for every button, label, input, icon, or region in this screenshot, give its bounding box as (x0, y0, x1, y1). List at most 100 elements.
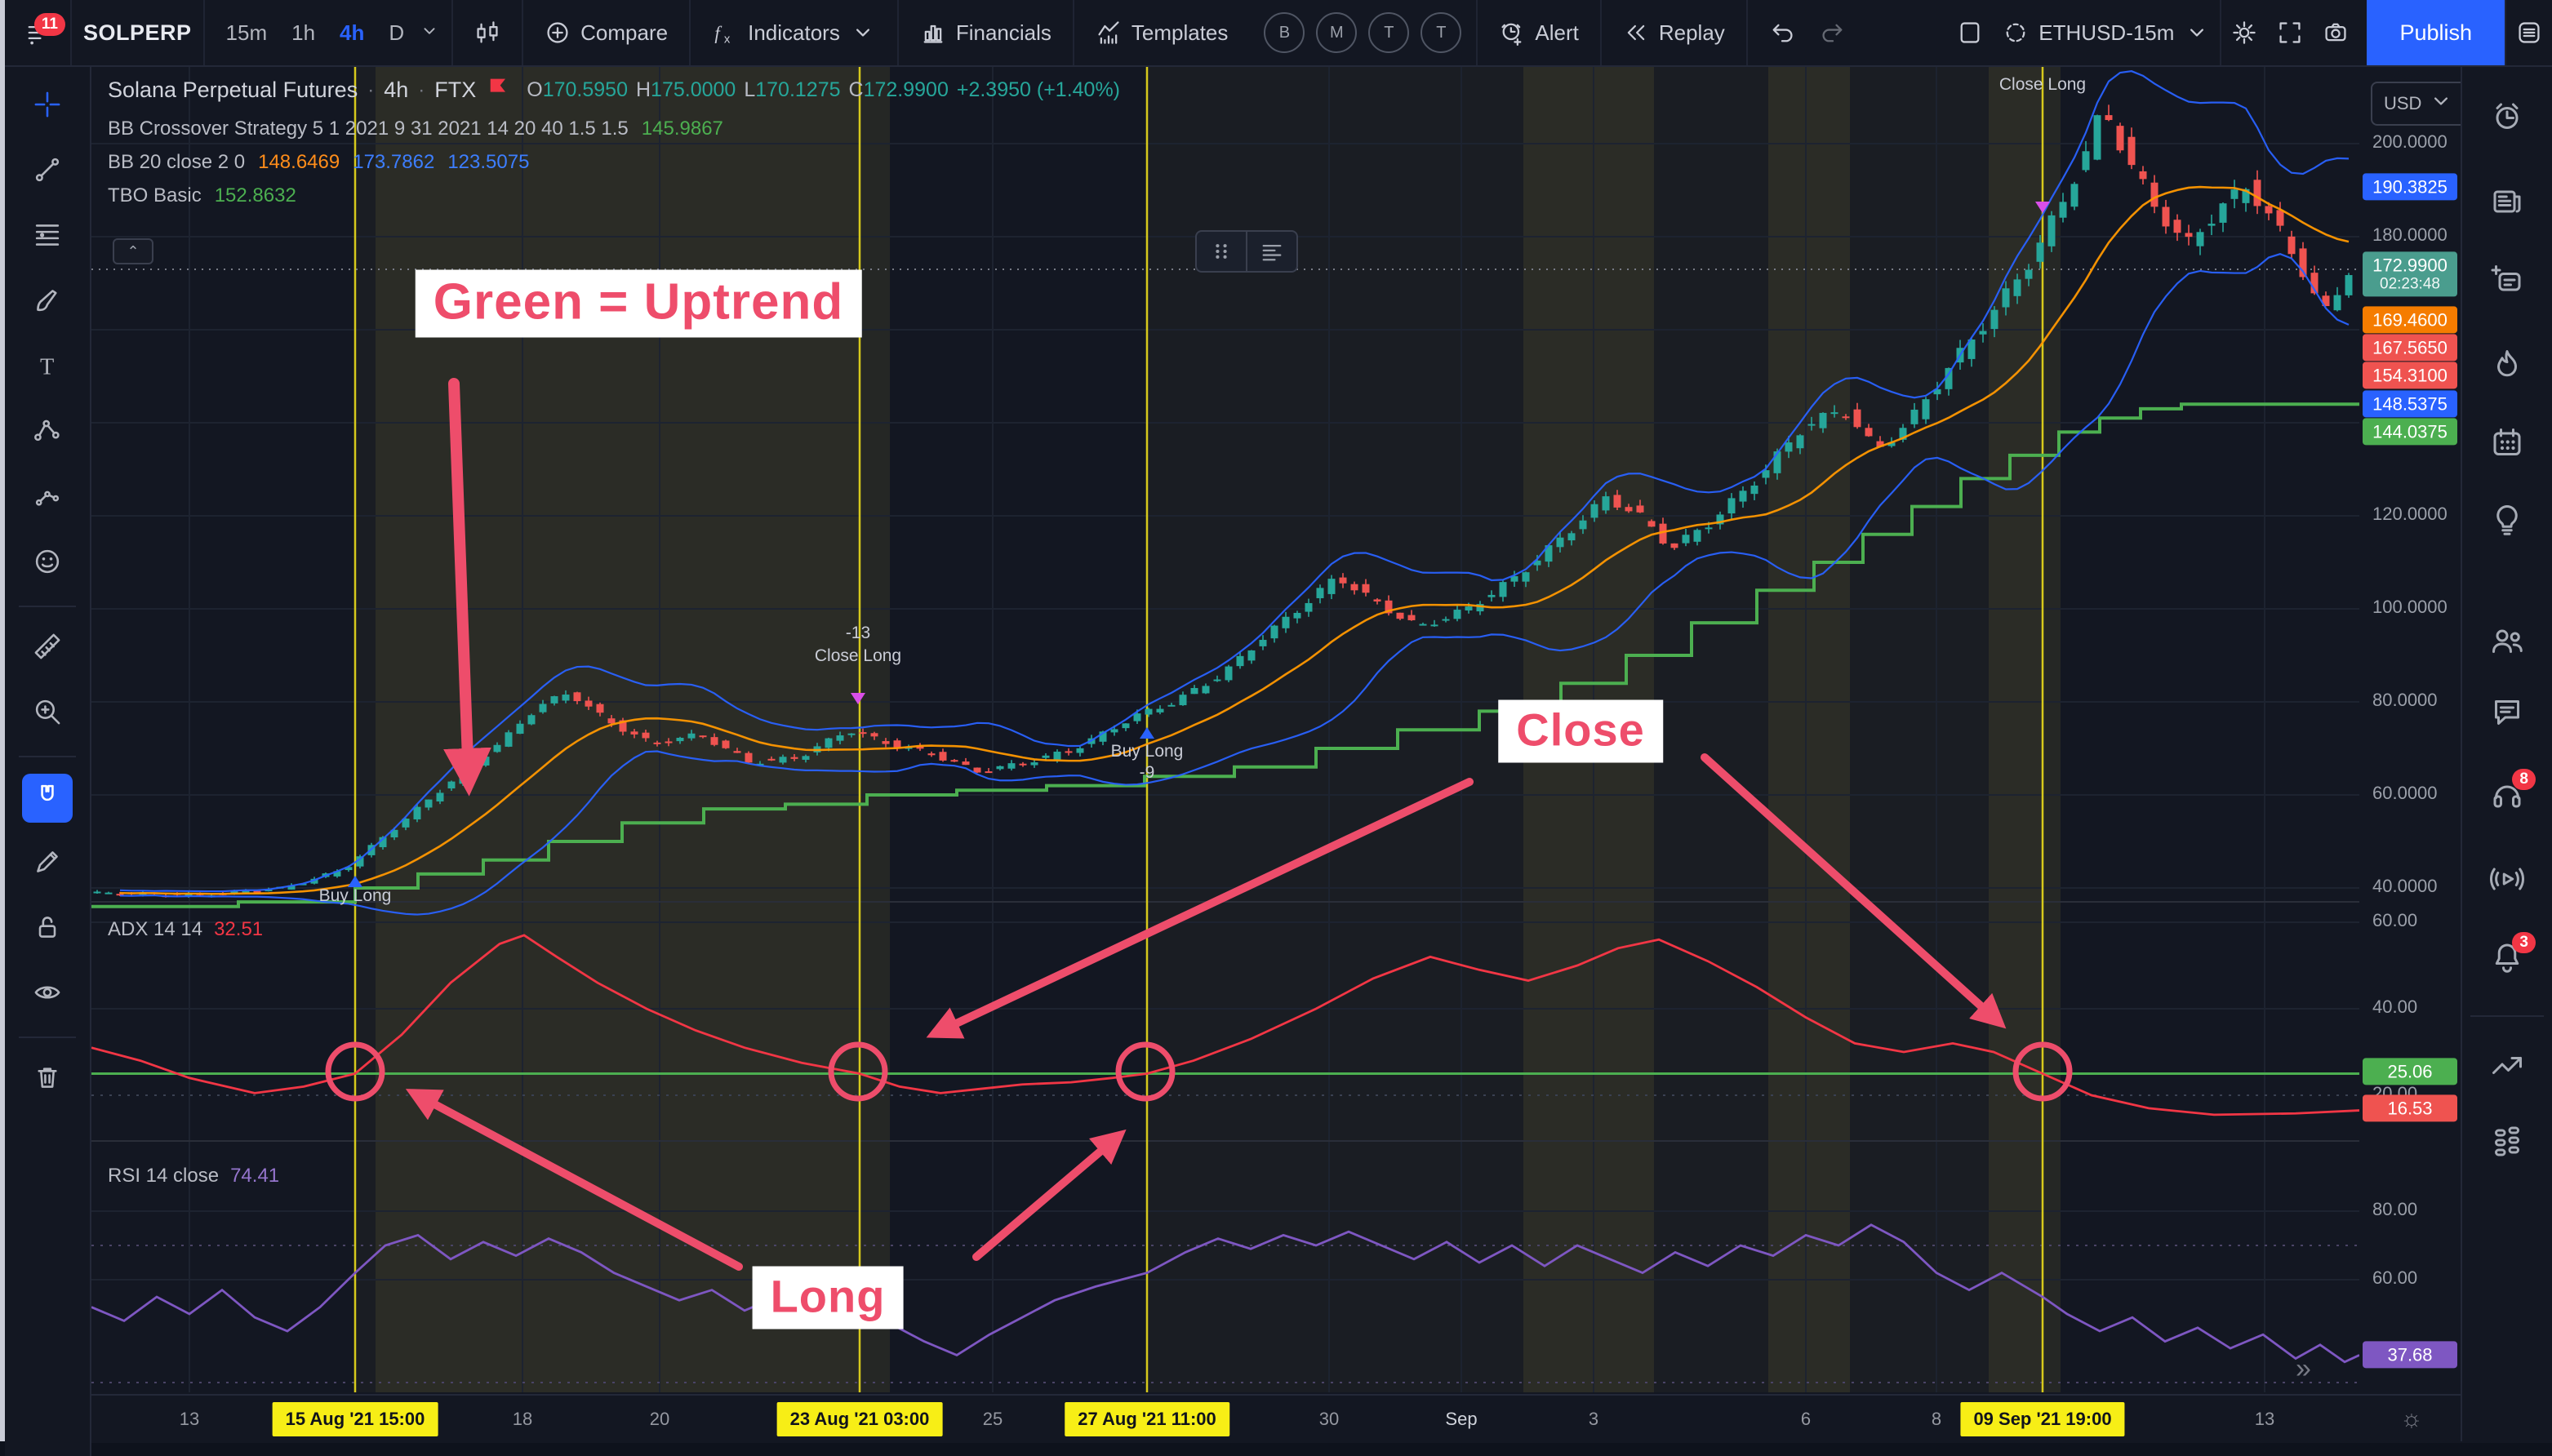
snapshot-button[interactable] (2313, 13, 2359, 52)
alert-button[interactable]: Alert (1489, 13, 1588, 52)
mini-chart-button[interactable] (2490, 1050, 2524, 1088)
candle-body (962, 761, 970, 766)
quick-circle-t-2[interactable]: T (1368, 12, 1410, 53)
candle-body (2230, 189, 2239, 199)
indicator-legend-row[interactable]: BB Crossover Strategy 5 1 2021 9 31 2021… (108, 118, 723, 140)
hotlists-button[interactable] (2490, 348, 2524, 386)
publish-button[interactable]: Publish (2367, 0, 2505, 65)
timeframe-15m[interactable]: 15m (225, 20, 268, 45)
legend-collapse-button[interactable]: ⌃ (113, 238, 153, 264)
pattern-tool[interactable] (22, 408, 73, 457)
pane-drag-icon[interactable] (1197, 232, 1246, 271)
main-menu-button[interactable]: 11 (16, 13, 65, 51)
indicator-value: 152.8632 (214, 184, 296, 206)
undo-button[interactable] (1759, 13, 1805, 52)
symbol-button[interactable]: SOLPERP (83, 20, 192, 45)
notifications-button[interactable]: 3 (2490, 932, 2536, 979)
time-axis[interactable]: 13 15 Aug '21 15:00 18 20 23 Aug '21 03:00 25… (91, 1394, 2361, 1443)
forecast-tool[interactable] (22, 473, 73, 522)
indicator-legend-row[interactable]: TBO Basic 152.8632 (108, 184, 296, 206)
compare-button[interactable]: Compare (535, 13, 678, 52)
candle-body (2345, 275, 2353, 295)
ideas-button[interactable] (2490, 503, 2524, 541)
zoom-in-tool[interactable] (22, 689, 73, 738)
legend-title[interactable]: Solana Perpetual Futures (108, 78, 358, 102)
legend-interval[interactable]: 4h (384, 78, 409, 102)
candle-body (1293, 612, 1301, 619)
alerts-panel-button[interactable] (2490, 100, 2524, 138)
candle-body (527, 715, 536, 725)
chevron-down-icon[interactable] (419, 20, 440, 46)
streams-button[interactable] (2490, 624, 2524, 662)
text-notes-button[interactable] (2490, 263, 2524, 301)
indicator-value: 145.9867 (641, 118, 723, 140)
layout-select-button[interactable] (1947, 13, 1993, 52)
currency-selector[interactable]: USD (2371, 82, 2468, 126)
drawing-mode-tool[interactable] (22, 839, 73, 888)
candle-body (2196, 232, 2204, 246)
price-axis[interactable]: USD 200.0000 180.0000 120.0000 100.0000 80.0… (2361, 67, 2468, 1392)
adx-legend: ADX 14 14 32.51 (108, 918, 264, 940)
alarm-plus-icon (1499, 20, 1525, 46)
indicator-legend-row[interactable]: BB 20 close 2 0 148.6469 173.7862 123.5075 (108, 151, 530, 173)
chart-style-button[interactable] (465, 13, 510, 52)
candle-body (1145, 708, 1153, 715)
candle-body (379, 837, 387, 848)
fib-retracement-tool[interactable] (22, 212, 73, 261)
candle-body (2333, 295, 2341, 311)
lock-drawings-tool[interactable] (22, 904, 73, 953)
timeframe-D[interactable]: D (389, 20, 405, 45)
flame-icon (2490, 348, 2524, 386)
cloud-layout-button[interactable]: ETHUSD-15m (1993, 13, 2220, 52)
trade-time-badge: 23 Aug '21 03:00 (776, 1402, 943, 1436)
templates-button[interactable]: Templates (1086, 13, 1238, 52)
sun-icon[interactable]: ☼ (2400, 1405, 2423, 1432)
financials-button[interactable]: Financials (910, 13, 1061, 52)
chat-button[interactable] (2490, 695, 2524, 734)
toolbar-separator (202, 0, 205, 65)
magnet-tool[interactable] (22, 774, 73, 823)
legend-exchange[interactable]: FTX (434, 78, 477, 102)
quick-circle-b-0[interactable]: B (1264, 12, 1305, 53)
chart-area[interactable]: Buy Long -13 Close Long Buy Long -9 Close Lon… (91, 67, 2359, 1392)
candle-body (1945, 367, 1953, 389)
flag-icon[interactable] (486, 75, 512, 105)
emoji-tool[interactable] (22, 539, 73, 588)
fullscreen-button[interactable] (2267, 13, 2313, 52)
candle-body (1259, 639, 1267, 646)
replay-button[interactable]: Replay (1613, 13, 1735, 52)
indicators-button[interactable]: f x Indicators (702, 13, 886, 52)
quick-circle-t-3[interactable]: T (1420, 12, 1462, 53)
price-badge: 169.4600 (2363, 306, 2457, 334)
settings-button[interactable] (2221, 13, 2267, 52)
calendar-button[interactable] (2490, 426, 2524, 464)
text-tool[interactable]: T (22, 343, 73, 392)
news-button[interactable] (2490, 184, 2524, 223)
trade-time-badge: 09 Sep '21 19:00 (1960, 1402, 2125, 1436)
trade-zone (1523, 67, 1654, 1392)
toolbar-separator (1476, 0, 1478, 65)
timeframe-1h[interactable]: 1h (291, 20, 316, 45)
remove-drawings-tool[interactable] (22, 1054, 73, 1103)
panel-list-button[interactable] (2506, 13, 2552, 52)
brush-tool[interactable] (22, 277, 73, 326)
bulb-icon (2490, 503, 2524, 541)
candle-body (539, 704, 547, 712)
dom-button[interactable] (2490, 1123, 2524, 1161)
hide-drawings-tool[interactable] (22, 970, 73, 1019)
pane-list-icon[interactable] (1246, 232, 1296, 271)
scroll-more-button[interactable]: » (2296, 1353, 2311, 1384)
candle-body (859, 732, 867, 735)
measure-tool[interactable] (22, 624, 73, 673)
timeframe-4h[interactable]: 4h (340, 20, 365, 45)
support-button[interactable]: 8 (2490, 769, 2536, 815)
quick-circle-m-1[interactable]: M (1316, 12, 1358, 53)
cursor-tool[interactable] (22, 82, 73, 131)
candle-body (470, 763, 478, 770)
broadcast-button[interactable] (2490, 862, 2524, 900)
candle-body (2207, 224, 2216, 226)
redo-button[interactable] (1810, 13, 1856, 52)
trend-line-tool[interactable] (22, 147, 73, 196)
candle-body (2047, 215, 2056, 246)
price-change: +2.3950 (+1.40%) (956, 78, 1121, 101)
